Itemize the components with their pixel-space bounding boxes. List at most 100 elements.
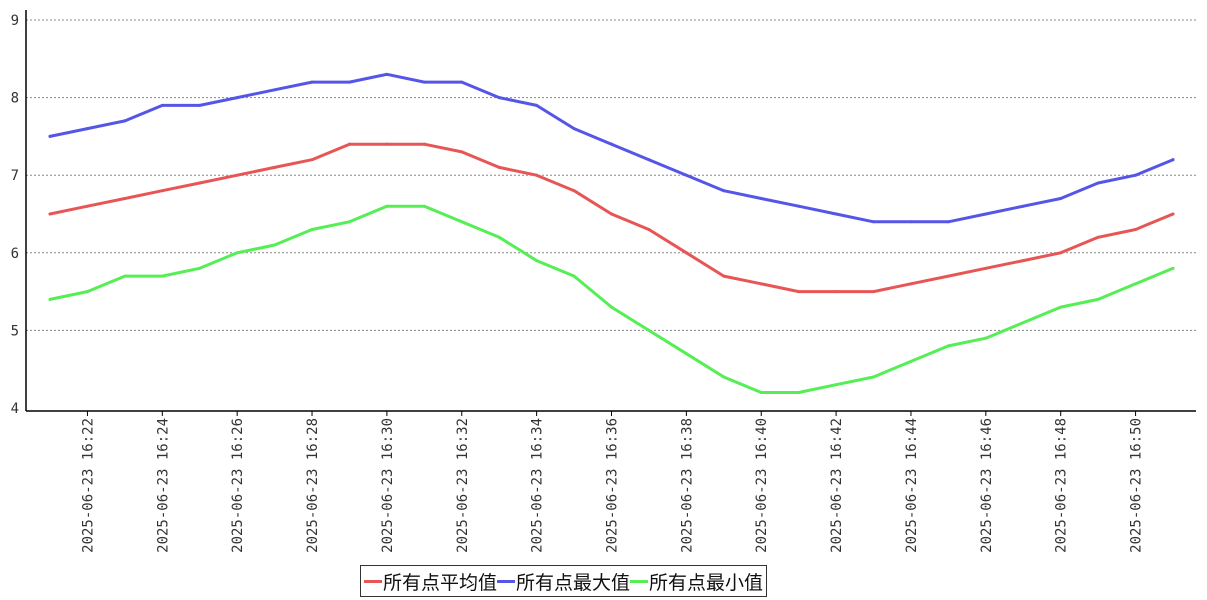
data-point xyxy=(572,189,576,193)
data-point xyxy=(460,150,464,154)
legend-swatch-average xyxy=(364,579,382,583)
data-point xyxy=(909,282,913,286)
x-tick-label: 2025-06-23 16:24 xyxy=(155,418,171,553)
data-point xyxy=(347,220,351,224)
data-point xyxy=(535,103,539,107)
series-line-2 xyxy=(48,204,1175,394)
data-point xyxy=(946,344,950,348)
data-point xyxy=(1059,251,1063,255)
y-axis-ticks: 4 5 6 7 8 9 xyxy=(11,13,19,417)
data-point xyxy=(535,259,539,263)
data-point xyxy=(460,80,464,84)
data-point xyxy=(310,228,314,232)
data-point xyxy=(722,189,726,193)
data-point xyxy=(347,142,351,146)
data-point xyxy=(235,251,239,255)
data-point xyxy=(1096,297,1100,301)
chart-legend: 所有点平均值 所有点最大值 所有点最小值 xyxy=(360,565,768,597)
data-point xyxy=(722,274,726,278)
data-point xyxy=(1171,158,1175,162)
data-point xyxy=(1134,173,1138,177)
data-point xyxy=(1134,228,1138,232)
series-line-1 xyxy=(48,72,1175,224)
data-point xyxy=(684,173,688,177)
data-point xyxy=(1096,235,1100,239)
data-point xyxy=(797,290,801,294)
data-point xyxy=(984,336,988,340)
data-point xyxy=(647,328,651,332)
data-point xyxy=(85,204,89,208)
data-point xyxy=(610,212,613,216)
data-point xyxy=(834,290,838,294)
data-point xyxy=(1171,266,1175,270)
data-point xyxy=(834,383,838,387)
data-point xyxy=(198,181,202,185)
data-point xyxy=(684,352,688,356)
data-point xyxy=(759,196,763,200)
x-axis-ticks: 2025-06-23 16:22 2025-06-23 16:24 2025-06-… xyxy=(80,411,1145,553)
data-point xyxy=(684,251,688,255)
data-point xyxy=(797,390,801,394)
x-tick-label: 2025-06-23 16:34 xyxy=(530,418,546,553)
data-point xyxy=(385,142,389,146)
data-point xyxy=(310,158,314,162)
data-point xyxy=(759,282,763,286)
data-point xyxy=(273,165,277,169)
y-tick-label: 4 xyxy=(11,401,19,417)
legend-item-min: 所有点最小值 xyxy=(630,568,763,595)
data-point xyxy=(1096,181,1100,185)
data-point xyxy=(422,204,426,208)
data-point xyxy=(722,375,726,379)
data-point xyxy=(422,142,426,146)
legend-label-min: 所有点最小值 xyxy=(649,571,764,594)
data-point xyxy=(48,297,52,301)
x-tick-label: 2025-06-23 16:38 xyxy=(679,418,695,553)
x-tick-label: 2025-06-23 16:48 xyxy=(1054,418,1070,553)
data-point xyxy=(535,173,539,177)
data-point xyxy=(647,158,651,162)
grid-lines xyxy=(26,19,1196,331)
x-tick-label: 2025-06-23 16:42 xyxy=(829,418,845,553)
data-point xyxy=(273,243,277,247)
data-point xyxy=(460,220,464,224)
data-point xyxy=(797,204,801,208)
legend-swatch-max xyxy=(497,579,516,583)
data-point xyxy=(647,228,651,232)
legend-label-average: 所有点平均值 xyxy=(383,571,498,594)
data-point xyxy=(347,80,351,84)
data-point xyxy=(1171,212,1175,216)
data-point xyxy=(198,103,202,107)
data-point xyxy=(1059,196,1063,200)
data-point xyxy=(610,305,613,309)
y-tick-label: 9 xyxy=(11,13,19,29)
data-point xyxy=(198,266,202,270)
x-tick-label: 2025-06-23 16:26 xyxy=(230,418,246,553)
data-point xyxy=(273,88,277,92)
data-point xyxy=(1134,282,1138,286)
data-point xyxy=(872,220,876,224)
data-point xyxy=(572,127,576,131)
legend-item-max: 所有点最大值 xyxy=(497,568,630,595)
series-lines xyxy=(48,72,1175,394)
data-point xyxy=(1021,321,1025,325)
data-point xyxy=(160,274,164,278)
data-point xyxy=(123,119,127,123)
data-point xyxy=(85,127,89,131)
x-tick-label: 2025-06-23 16:50 xyxy=(1129,418,1145,553)
x-tick-label: 2025-06-23 16:46 xyxy=(979,418,995,553)
data-point xyxy=(235,96,239,100)
y-tick-label: 8 xyxy=(11,91,19,107)
y-tick-label: 6 xyxy=(11,246,19,262)
data-point xyxy=(497,235,501,239)
data-point xyxy=(909,220,913,224)
data-point xyxy=(872,375,876,379)
data-point xyxy=(160,189,164,193)
data-point xyxy=(1021,259,1025,263)
data-point xyxy=(834,212,838,216)
data-point xyxy=(946,220,950,224)
data-point xyxy=(497,96,501,100)
data-point xyxy=(385,72,389,76)
x-tick-label: 2025-06-23 16:22 xyxy=(80,418,96,553)
x-tick-label: 2025-06-23 16:44 xyxy=(904,418,920,553)
